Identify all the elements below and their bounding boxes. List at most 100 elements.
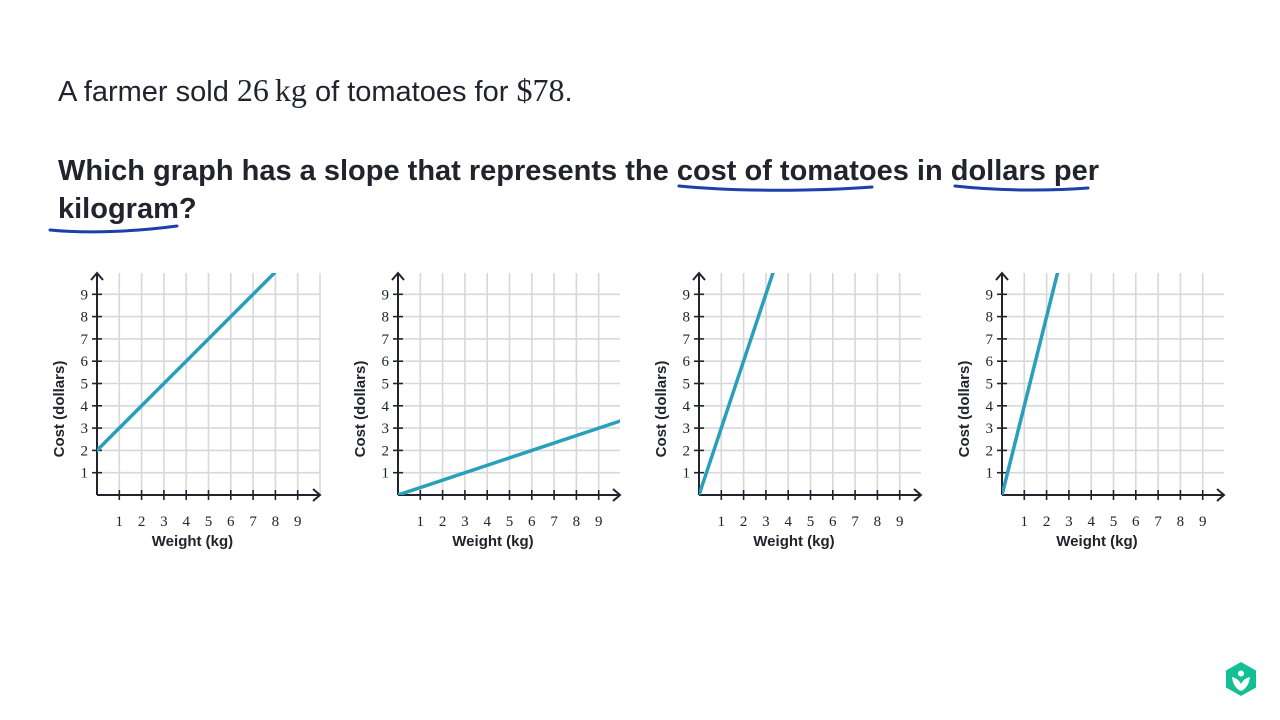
ink-underline-dollars-per	[953, 184, 1090, 192]
y-tick-label: 4	[81, 399, 89, 415]
y-tick-label: 1	[382, 466, 390, 482]
x-axis-title: Weight (kg)	[1056, 533, 1137, 550]
x-tick-label: 7	[1154, 514, 1162, 530]
y-tick-label: 9	[986, 287, 994, 303]
y-tick-label: 8	[986, 310, 994, 326]
x-tick-label: 9	[896, 514, 904, 530]
y-tick-label: 7	[382, 332, 390, 348]
y-tick-label: 8	[683, 310, 691, 326]
statement-end: .	[564, 76, 572, 108]
x-tick-label: 9	[294, 514, 302, 530]
x-tick-label: 1	[417, 514, 425, 530]
y-tick-label: 1	[81, 466, 89, 482]
x-tick-label: 2	[439, 514, 447, 530]
question-part-1: Which graph has a slope that represents …	[58, 155, 677, 187]
x-tick-label: 1	[116, 514, 124, 530]
y-tick-label: 6	[986, 354, 994, 370]
y-tick-label: 3	[81, 421, 89, 437]
y-axis-title: Cost (dollars)	[956, 361, 973, 458]
y-tick-label: 2	[683, 443, 691, 459]
x-tick-label: 2	[138, 514, 146, 530]
x-tick-label: 3	[762, 514, 770, 530]
khan-academy-logo-icon	[1226, 662, 1256, 696]
series-line	[97, 273, 277, 453]
y-tick-label: 1	[683, 466, 691, 482]
y-axis-arrow-icon	[90, 271, 104, 281]
y-tick-label: 2	[81, 443, 89, 459]
x-tick-label: 8	[573, 514, 581, 530]
x-axis-arrow-icon	[1216, 488, 1226, 502]
y-tick-label: 4	[683, 399, 691, 415]
x-axis-title: Weight (kg)	[152, 533, 233, 550]
x-axis-arrow-icon	[913, 488, 923, 502]
question-highlight-kilogram: kilogram	[58, 193, 179, 225]
x-tick-label: 5	[1110, 514, 1118, 530]
x-tick-label: 3	[1065, 514, 1073, 530]
x-tick-label: 2	[1043, 514, 1051, 530]
x-tick-label: 8	[272, 514, 280, 530]
x-tick-label: 2	[740, 514, 748, 530]
y-tick-label: 3	[382, 421, 390, 437]
x-tick-label: 8	[874, 514, 882, 530]
x-tick-label: 8	[1177, 514, 1185, 530]
statement-quantity: 26	[237, 72, 269, 108]
y-tick-label: 9	[382, 287, 390, 303]
x-tick-label: 9	[595, 514, 603, 530]
y-axis-arrow-icon	[692, 271, 706, 281]
x-axis-arrow-icon	[612, 488, 622, 502]
question-highlight-cost: cost of tomatoes	[677, 155, 909, 187]
x-axis-title: Weight (kg)	[753, 533, 834, 550]
series-line	[699, 273, 775, 495]
x-tick-label: 6	[227, 514, 235, 530]
x-tick-label: 4	[784, 514, 792, 530]
y-tick-label: 6	[683, 354, 691, 370]
x-tick-label: 7	[550, 514, 558, 530]
y-axis-arrow-icon	[391, 271, 405, 281]
y-tick-label: 7	[986, 332, 994, 348]
x-tick-label: 6	[829, 514, 837, 530]
x-tick-label: 5	[506, 514, 514, 530]
x-tick-label: 3	[461, 514, 469, 530]
y-tick-label: 3	[986, 421, 994, 437]
y-axis-title: Cost (dollars)	[352, 361, 369, 458]
question-highlight-dollars-per: dollars per	[951, 155, 1099, 187]
x-tick-label: 1	[1021, 514, 1029, 530]
series-line	[398, 419, 620, 495]
x-tick-label: 4	[1087, 514, 1095, 530]
y-tick-label: 8	[382, 310, 390, 326]
y-tick-label: 5	[986, 377, 994, 393]
question-line-1: Which graph has a slope that represents …	[58, 155, 1099, 187]
question-end: ?	[179, 193, 197, 225]
y-tick-label: 6	[382, 354, 390, 370]
y-tick-label: 2	[986, 443, 994, 459]
statement-middle: of tomatoes for	[307, 76, 517, 108]
statement-price: $78	[516, 72, 564, 108]
question-line-2: kilogram?	[58, 193, 197, 225]
y-tick-label: 4	[382, 399, 390, 415]
ink-underline-cost-of-tomatoes	[677, 184, 874, 192]
x-axis-title: Weight (kg)	[452, 533, 533, 550]
y-axis-title: Cost (dollars)	[51, 361, 68, 458]
x-tick-label: 1	[718, 514, 726, 530]
y-tick-label: 7	[683, 332, 691, 348]
y-tick-label: 5	[683, 377, 691, 393]
problem-statement: A farmer sold 26 kg of tomatoes for $78.	[58, 72, 573, 108]
series-line	[1002, 273, 1060, 495]
y-tick-label: 9	[683, 287, 691, 303]
x-tick-label: 5	[205, 514, 213, 530]
y-tick-label: 5	[81, 377, 89, 393]
x-tick-label: 5	[807, 514, 815, 530]
x-tick-label: 6	[1132, 514, 1140, 530]
y-tick-label: 2	[382, 443, 390, 459]
statement-prefix: A farmer sold	[58, 76, 237, 108]
y-tick-label: 7	[81, 332, 89, 348]
y-tick-label: 5	[382, 377, 390, 393]
x-tick-label: 4	[483, 514, 491, 530]
y-tick-label: 3	[683, 421, 691, 437]
question-part-2: in	[909, 155, 951, 187]
